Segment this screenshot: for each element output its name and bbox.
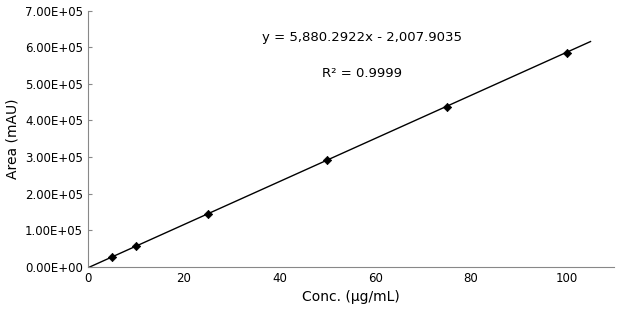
Point xyxy=(322,157,332,162)
Point xyxy=(107,255,117,259)
Point xyxy=(442,105,452,110)
Point xyxy=(131,244,141,249)
Y-axis label: Area (mAU): Area (mAU) xyxy=(6,99,20,179)
Text: R² = 0.9999: R² = 0.9999 xyxy=(322,67,402,80)
Text: y = 5,880.2922x - 2,007.9035: y = 5,880.2922x - 2,007.9035 xyxy=(262,31,462,44)
Point xyxy=(562,50,572,55)
X-axis label: Conc. (μg/mL): Conc. (μg/mL) xyxy=(303,290,400,304)
Point xyxy=(203,211,213,216)
